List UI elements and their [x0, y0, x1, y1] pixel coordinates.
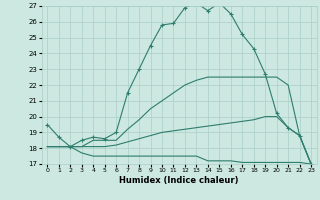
X-axis label: Humidex (Indice chaleur): Humidex (Indice chaleur) — [119, 176, 239, 185]
